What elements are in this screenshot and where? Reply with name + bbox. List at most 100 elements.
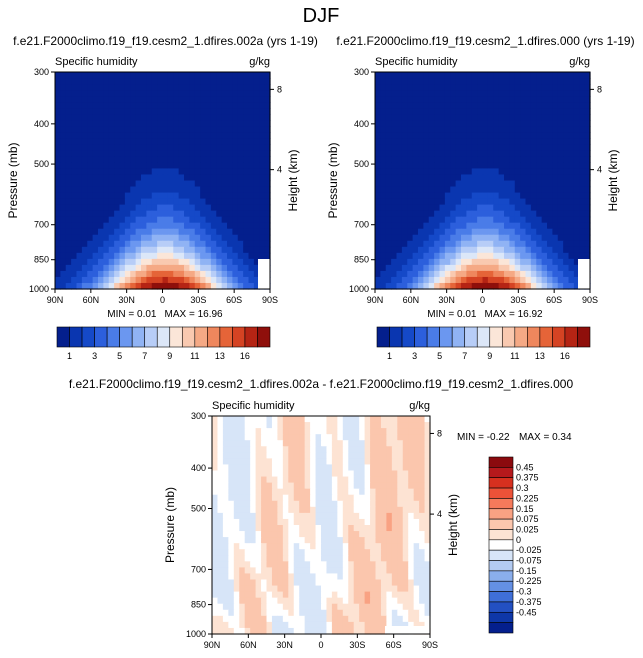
field-cell	[471, 180, 478, 188]
field-cell	[568, 198, 575, 206]
field-cell	[98, 84, 104, 91]
field-cell	[391, 422, 398, 429]
field-cell	[124, 108, 131, 115]
field-cell	[418, 282, 424, 290]
field-cell	[487, 186, 494, 194]
field-cell	[321, 597, 328, 605]
field-cell	[386, 615, 393, 623]
field-cell	[315, 470, 322, 478]
field-cell	[244, 464, 251, 472]
field-cell	[173, 120, 180, 127]
field-cell	[103, 180, 110, 188]
field-cell	[579, 198, 586, 206]
field-cell	[396, 180, 403, 188]
field-cell	[547, 144, 553, 151]
field-cell	[370, 464, 377, 472]
field-cell	[130, 270, 137, 278]
field-cell	[221, 156, 228, 164]
field-cell	[141, 210, 147, 218]
field-cell	[359, 621, 366, 629]
field-cell	[255, 609, 262, 617]
field-cell	[141, 276, 147, 284]
field-cell	[250, 512, 257, 520]
field-cell	[331, 597, 338, 605]
field-cell	[444, 276, 451, 284]
field-cell	[385, 258, 392, 266]
field-cell	[55, 270, 61, 278]
field-cell	[428, 258, 435, 266]
field-cell	[391, 585, 398, 593]
field-cell	[386, 440, 393, 447]
field-cell	[157, 174, 164, 182]
field-cell	[514, 186, 521, 194]
field-cell	[98, 72, 104, 79]
field-cell	[348, 579, 355, 587]
field-cell	[498, 276, 505, 284]
field-cell	[520, 162, 527, 170]
field-cell	[243, 282, 250, 290]
field-cell	[239, 434, 246, 441]
field-cell	[271, 597, 278, 605]
field-cell	[579, 108, 586, 115]
colorbar-swatch	[181, 326, 196, 348]
field-cell	[98, 204, 104, 212]
field-cell	[391, 138, 398, 145]
field-cell	[288, 440, 295, 447]
field-cell	[237, 192, 244, 200]
field-cell	[227, 78, 233, 85]
field-cell	[380, 270, 387, 278]
field-cell	[418, 216, 424, 224]
field-cell	[413, 597, 420, 605]
field-cell	[259, 120, 266, 127]
field-cell	[402, 531, 409, 538]
field-cell	[98, 270, 104, 278]
field-cell	[563, 246, 570, 254]
field-cell	[103, 108, 110, 115]
field-cell	[237, 234, 244, 242]
field-cell	[563, 210, 570, 218]
field-cell	[407, 174, 414, 182]
field-cell	[493, 96, 500, 103]
field-cell	[498, 102, 505, 109]
field-cell	[487, 144, 494, 151]
field-cell	[98, 192, 104, 200]
field-cell	[261, 488, 268, 496]
field-cell	[348, 537, 355, 544]
field-cell	[396, 132, 403, 139]
field-cell	[178, 234, 185, 242]
field-cell	[217, 446, 224, 453]
field-cell	[233, 627, 240, 635]
field-cell	[146, 120, 153, 127]
field-cell	[444, 96, 451, 103]
field-cell	[477, 120, 484, 127]
field-cell	[342, 488, 349, 496]
field-cell	[331, 500, 338, 508]
field-cell	[222, 470, 229, 478]
field-cell	[212, 506, 219, 514]
field-cell	[227, 162, 233, 170]
field-cell	[114, 234, 121, 242]
field-cell	[277, 446, 284, 453]
field-cell	[119, 168, 126, 176]
field-cell	[444, 228, 451, 236]
field-cell	[293, 488, 300, 496]
field-cell	[259, 96, 266, 103]
field-cell	[424, 603, 431, 611]
field-cell	[103, 204, 110, 212]
field-cell	[277, 555, 284, 562]
field-cell	[504, 240, 510, 248]
field-cell	[493, 264, 500, 272]
field-cell	[471, 138, 478, 145]
field-cell	[412, 204, 419, 212]
field-cell	[237, 198, 244, 206]
field-cell	[92, 78, 99, 85]
field-cell	[407, 72, 414, 79]
field-cell	[210, 252, 217, 260]
field-cell	[509, 186, 516, 194]
field-cell	[71, 78, 78, 85]
field-cell	[434, 276, 441, 284]
field-cell	[418, 90, 424, 97]
field-cell	[60, 216, 67, 224]
field-cell	[461, 72, 467, 79]
field-cell	[342, 470, 349, 478]
